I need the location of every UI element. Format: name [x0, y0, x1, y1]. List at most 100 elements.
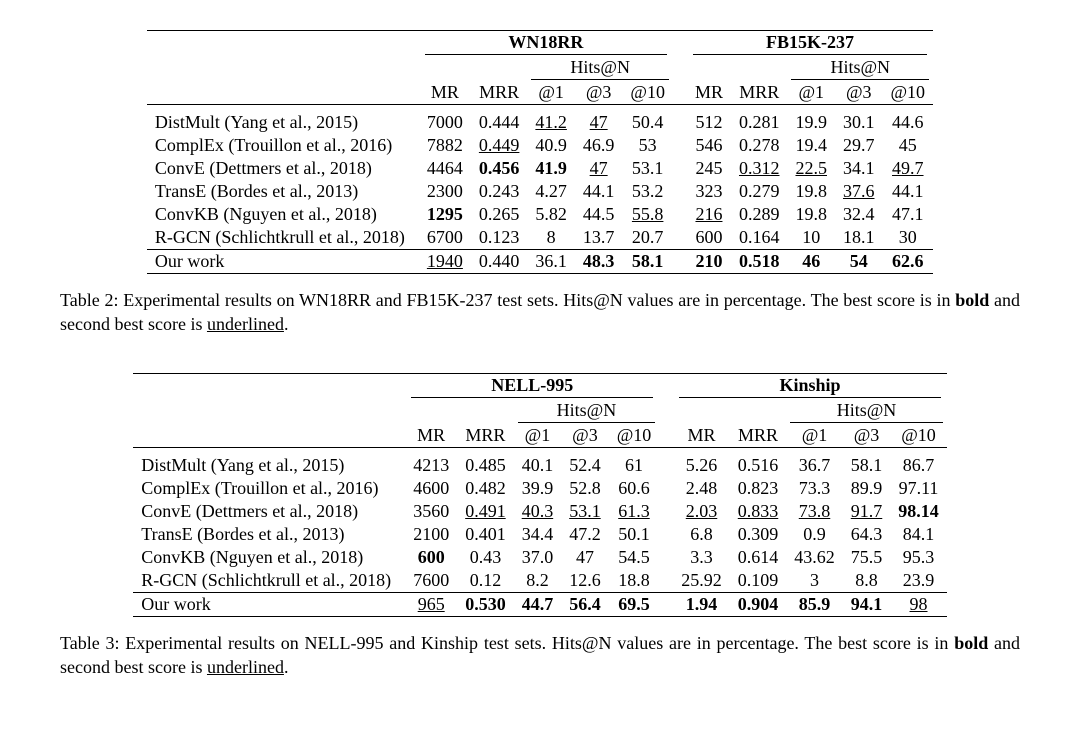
value-cell: 44.6	[882, 111, 933, 134]
value-cell: 0.485	[457, 454, 514, 477]
table-row: R-GCN (Schlichtkrull et al., 2018)67000.…	[147, 226, 933, 250]
value-cell: 53.2	[622, 180, 673, 203]
column-header: @1	[514, 424, 562, 448]
column-header: @10	[622, 81, 673, 105]
value-cell: 69.5	[609, 592, 660, 616]
value-cell: 64.3	[843, 523, 891, 546]
value-cell: 2.03	[673, 500, 730, 523]
column-header: @3	[835, 81, 883, 105]
table-row: ComplEx (Trouillon et al., 2016)78820.44…	[147, 134, 933, 157]
column-header: @1	[786, 424, 843, 448]
value-cell: 18.8	[609, 569, 660, 593]
table-row: ConvKB (Nguyen et al., 2018)6000.4337.04…	[133, 546, 947, 569]
value-cell: 19.4	[787, 134, 835, 157]
value-cell: 22.5	[787, 157, 835, 180]
table-row: ConvE (Dettmers et al., 2018)35600.49140…	[133, 500, 947, 523]
value-cell: 0.12	[457, 569, 514, 593]
value-cell: 7882	[419, 134, 471, 157]
value-cell: 73.3	[786, 477, 843, 500]
value-cell: 0.309	[730, 523, 787, 546]
value-cell: 23.9	[890, 569, 947, 593]
value-cell: 600	[687, 226, 731, 250]
value-cell: 37.6	[835, 180, 883, 203]
value-cell: 98	[890, 592, 947, 616]
value-cell: 47	[575, 157, 623, 180]
value-cell: 8	[527, 226, 575, 250]
method-name: R-GCN (Schlichtkrull et al., 2018)	[133, 569, 405, 593]
table-2: WN18RRFB15K-237Hits@NHits@NMRMRR@1@3@10M…	[147, 30, 933, 274]
method-name: ComplEx (Trouillon et al., 2016)	[147, 134, 419, 157]
value-cell: 4213	[405, 454, 457, 477]
value-cell: 0.123	[471, 226, 528, 250]
value-cell: 34.4	[514, 523, 562, 546]
hits-header: Hits@N	[531, 57, 669, 80]
page: WN18RRFB15K-237Hits@NHits@NMRMRR@1@3@10M…	[40, 30, 1040, 679]
dataset-header: FB15K-237	[693, 32, 927, 55]
value-cell: 0.456	[471, 157, 528, 180]
value-cell: 41.9	[527, 157, 575, 180]
value-cell: 44.1	[575, 180, 623, 203]
column-header: @10	[882, 81, 933, 105]
value-cell: 47.1	[882, 203, 933, 226]
value-cell: 54.5	[609, 546, 660, 569]
value-cell: 1295	[419, 203, 471, 226]
value-cell: 52.8	[561, 477, 609, 500]
value-cell: 54	[835, 250, 883, 274]
table-row: R-GCN (Schlichtkrull et al., 2018)76000.…	[133, 569, 947, 593]
value-cell: 6.8	[673, 523, 730, 546]
value-cell: 10	[787, 226, 835, 250]
value-cell: 4464	[419, 157, 471, 180]
value-cell: 0.449	[471, 134, 528, 157]
column-header: @1	[787, 81, 835, 105]
hits-header: Hits@N	[790, 400, 943, 423]
value-cell: 3	[786, 569, 843, 593]
value-cell: 0.312	[731, 157, 788, 180]
method-name: ConvE (Dettmers et al., 2018)	[133, 500, 405, 523]
value-cell: 2300	[419, 180, 471, 203]
column-header: @10	[609, 424, 660, 448]
value-cell: 44.5	[575, 203, 623, 226]
value-cell: 84.1	[890, 523, 947, 546]
value-cell: 75.5	[843, 546, 891, 569]
value-cell: 49.7	[882, 157, 933, 180]
table-row: DistMult (Yang et al., 2015)70000.44441.…	[147, 111, 933, 134]
value-cell: 86.7	[890, 454, 947, 477]
column-header: MRR	[730, 424, 787, 448]
method-name: Our work	[147, 250, 419, 274]
value-cell: 600	[405, 546, 457, 569]
column-header: @3	[561, 424, 609, 448]
value-cell: 41.2	[527, 111, 575, 134]
value-cell: 58.1	[843, 454, 891, 477]
value-cell: 0.823	[730, 477, 787, 500]
table-row: Our work19400.44036.148.358.12100.518465…	[147, 250, 933, 274]
value-cell: 40.9	[527, 134, 575, 157]
value-cell: 965	[405, 592, 457, 616]
value-cell: 91.7	[843, 500, 891, 523]
column-header: MR	[673, 424, 730, 448]
value-cell: 48.3	[575, 250, 623, 274]
value-cell: 53.1	[622, 157, 673, 180]
table-row: TransE (Bordes et al., 2013)23000.2434.2…	[147, 180, 933, 203]
column-header: MRR	[731, 81, 788, 105]
value-cell: 40.3	[514, 500, 562, 523]
value-cell: 18.1	[835, 226, 883, 250]
column-header: MRR	[457, 424, 514, 448]
table-row: DistMult (Yang et al., 2015)42130.48540.…	[133, 454, 947, 477]
column-header: @3	[575, 81, 623, 105]
value-cell: 30.1	[835, 111, 883, 134]
value-cell: 0.530	[457, 592, 514, 616]
column-header: @1	[527, 81, 575, 105]
value-cell: 0.440	[471, 250, 528, 274]
value-cell: 4.27	[527, 180, 575, 203]
value-cell: 0.518	[731, 250, 788, 274]
value-cell: 0.43	[457, 546, 514, 569]
value-cell: 95.3	[890, 546, 947, 569]
value-cell: 40.1	[514, 454, 562, 477]
value-cell: 25.92	[673, 569, 730, 593]
value-cell: 13.7	[575, 226, 623, 250]
value-cell: 20.7	[622, 226, 673, 250]
value-cell: 43.62	[786, 546, 843, 569]
table-row: ComplEx (Trouillon et al., 2016)46000.48…	[133, 477, 947, 500]
value-cell: 46	[787, 250, 835, 274]
value-cell: 46.9	[575, 134, 623, 157]
